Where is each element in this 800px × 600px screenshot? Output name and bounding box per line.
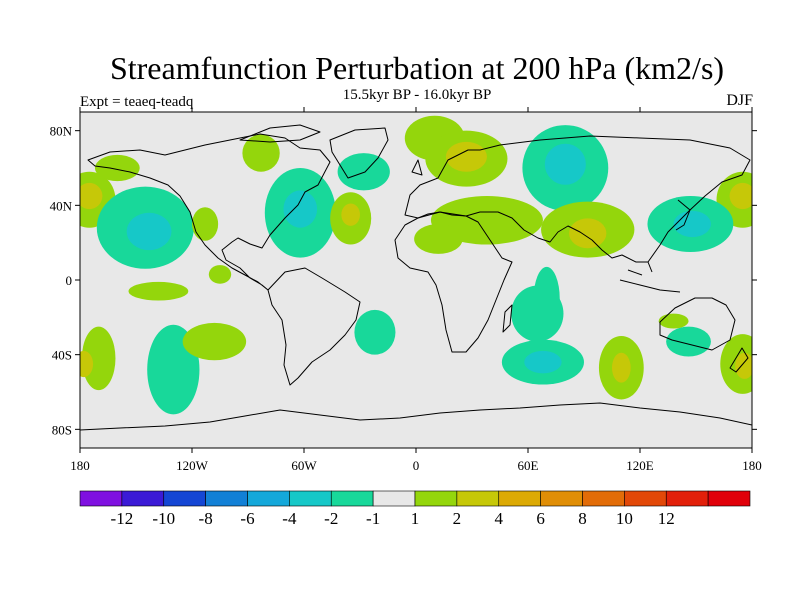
map-title: Streamfunction Perturbation at 200 hPa (… <box>109 50 725 86</box>
colorbar-label: 1 <box>411 509 420 528</box>
negative-anomaly-region <box>544 143 586 185</box>
colorbar-label: -8 <box>199 509 213 528</box>
negative-anomaly-region <box>354 309 396 355</box>
positive-anomaly-region <box>242 134 280 172</box>
colorbar-swatch <box>456 490 500 507</box>
colorbar-label: 12 <box>658 509 675 528</box>
colorbar-label: 10 <box>616 509 633 528</box>
colorbar-swatch <box>79 490 123 507</box>
lon-tick-label: 180 <box>742 458 762 473</box>
positive-anomaly-region <box>192 207 219 241</box>
lon-tick-label: 0 <box>413 458 420 473</box>
lat-tick-label: 0 <box>66 273 73 288</box>
colorbar-swatch <box>205 490 248 507</box>
lat-tick-label: 40N <box>50 198 73 213</box>
colorbar-label: -12 <box>111 509 134 528</box>
colorbar-swatch <box>163 490 206 507</box>
coastline-british-isles <box>411 159 423 176</box>
coastline-indonesia <box>619 261 681 293</box>
coastline-arctic-islands <box>239 124 321 143</box>
colorbar-label: 4 <box>495 509 504 528</box>
lat-tick-label: 80S <box>52 422 72 437</box>
coastlines <box>80 124 752 431</box>
colorbar-label: 2 <box>453 509 462 528</box>
negative-anomaly-region <box>283 190 318 228</box>
season-label: DJF <box>726 92 753 109</box>
anomaly-layer <box>80 115 752 415</box>
coastline-eurasia <box>404 135 751 263</box>
positive-anomaly-region <box>612 352 631 383</box>
positive-anomaly-region <box>658 313 689 329</box>
negative-anomaly-region <box>337 153 390 191</box>
coastline-antarctica <box>80 402 752 431</box>
lat-tick-label: 80N <box>50 124 73 139</box>
colorbar-label: -1 <box>366 509 380 528</box>
map-subtitle: 15.5kyr BP - 16.0kyr BP <box>342 87 492 103</box>
positive-anomaly-region <box>80 350 94 378</box>
colorbar-swatch <box>498 490 541 507</box>
coastline-new-zealand <box>729 347 749 373</box>
lon-tick-label: 180 <box>70 458 90 473</box>
positive-anomaly-region <box>128 281 189 301</box>
lon-tick-label: 60W <box>291 458 317 473</box>
lon-tick-label: 120W <box>176 458 209 473</box>
lat-tick-label: 40S <box>52 348 72 363</box>
coastline-madagascar <box>502 304 513 333</box>
colorbar-swatch <box>289 490 332 507</box>
coastline-japan <box>675 199 691 231</box>
colorbar-label: -2 <box>324 509 338 528</box>
positive-anomaly-region <box>341 203 360 226</box>
colorbar-swatch <box>582 490 625 507</box>
positive-anomaly-region <box>208 265 232 284</box>
positive-anomaly-region <box>569 218 607 249</box>
positive-anomaly-region <box>445 141 487 172</box>
positive-anomaly-region <box>94 154 140 182</box>
coastline-australia <box>659 297 736 351</box>
positive-anomaly-region <box>735 352 752 379</box>
coastline-south-america <box>267 267 361 386</box>
experiment-label: Expt = teaeq-teadq <box>80 94 194 110</box>
colorbar-label: -6 <box>240 509 254 528</box>
coastline-africa <box>394 211 513 353</box>
colorbar-swatch <box>121 490 165 507</box>
colorbar: -12 -10 -8 -6 -4 -2 -1 1 2 4 6 8 10 12 <box>79 490 751 528</box>
negative-anomaly-region <box>673 210 711 238</box>
colorbar-label: 8 <box>578 509 587 528</box>
colorbar-swatch <box>624 490 667 507</box>
colorbar-swatch <box>330 490 374 507</box>
colorbar-swatch <box>247 490 290 507</box>
colorbar-label: -10 <box>152 509 175 528</box>
negative-anomaly-region <box>666 326 711 357</box>
colorbar-swatch <box>372 490 416 507</box>
coastline-greenland <box>329 127 389 179</box>
axis-ticks: 80N 40N 0 40S 80S 180 120W 60W 0 60E 120E 180 <box>50 107 762 473</box>
positive-anomaly-region <box>182 322 247 361</box>
colorbar-swatch <box>414 490 458 507</box>
negative-anomaly-region <box>533 266 560 331</box>
lon-tick-label: 60E <box>518 458 539 473</box>
colorbar-swatch <box>665 490 709 507</box>
colorbar-swatch <box>540 490 583 507</box>
colorbar-swatch <box>707 490 751 507</box>
colorbar-label: -4 <box>282 509 297 528</box>
negative-anomaly-region <box>524 350 562 374</box>
positive-anomaly-region <box>81 326 116 391</box>
colorbar-label: 6 <box>536 509 545 528</box>
negative-anomaly-region <box>126 212 172 251</box>
positive-anomaly-region <box>80 182 103 210</box>
lon-tick-label: 120E <box>626 458 654 473</box>
positive-anomaly-region <box>729 182 752 210</box>
positive-anomaly-region <box>414 224 463 254</box>
